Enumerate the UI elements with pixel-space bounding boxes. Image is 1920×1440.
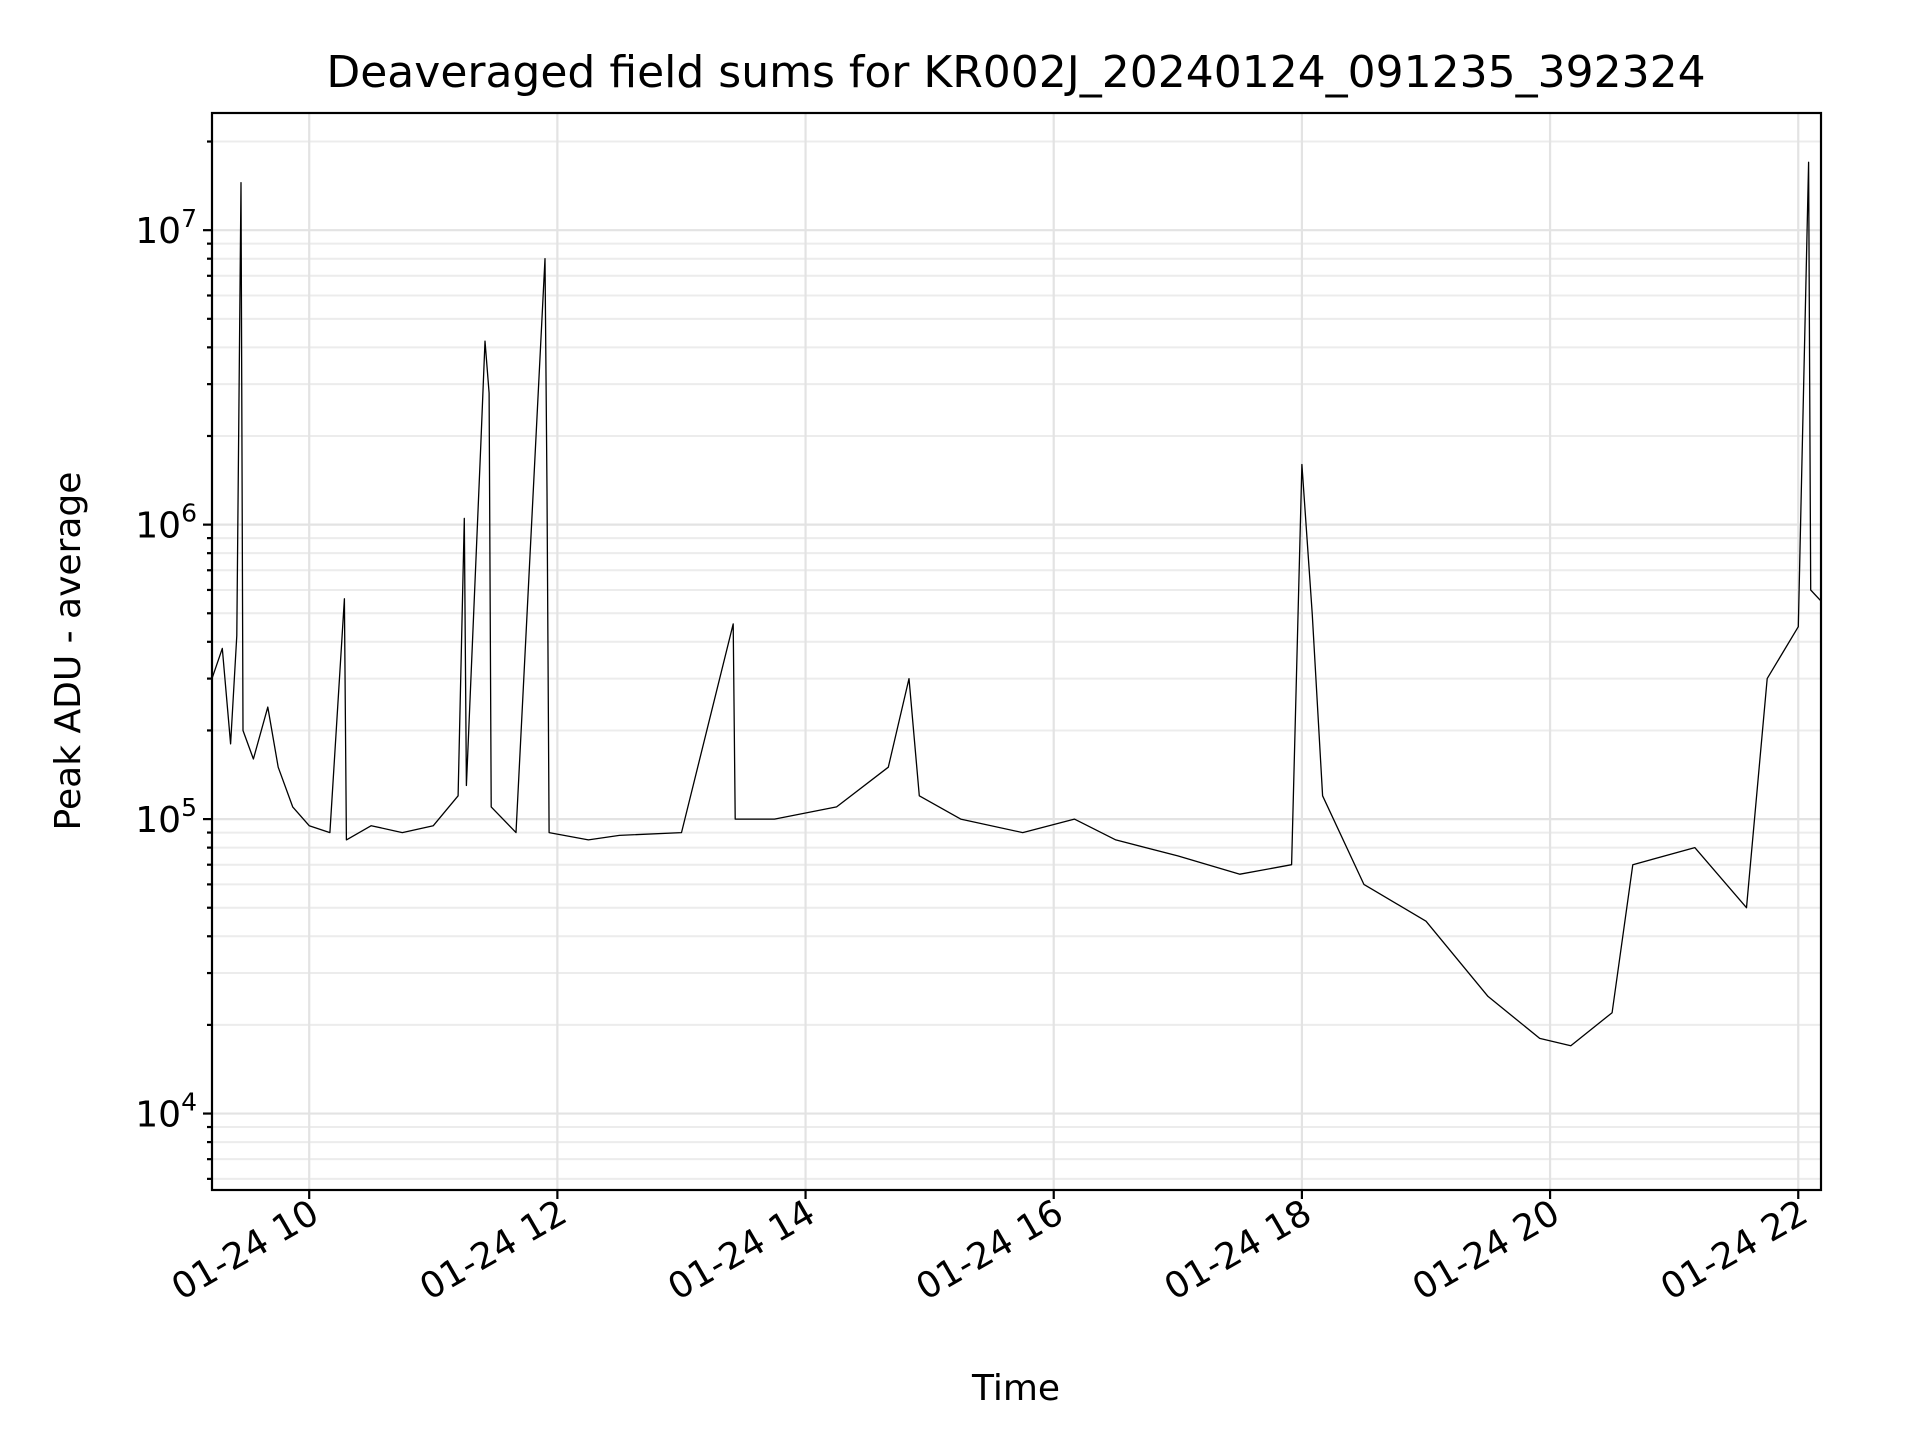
major-grid [212, 113, 1821, 1190]
minor-grid [212, 140, 1821, 1180]
y-tick-exponent: 4 [181, 1088, 197, 1117]
y-tick-base: 10 [135, 211, 181, 252]
axis-ticks [203, 140, 1800, 1199]
plot-frame [210, 111, 1823, 1192]
y-tick-label: 104 [135, 1088, 197, 1136]
y-tick-label: 107 [135, 204, 197, 252]
y-tick-exponent: 6 [181, 499, 197, 528]
y-tick-base: 10 [135, 1095, 181, 1136]
chart-title: Deaveraged field sums for KR002J_2024012… [326, 47, 1705, 98]
y-tick-exponent: 5 [181, 793, 197, 822]
x-axis-label: Time [971, 1368, 1060, 1409]
y-tick-label: 106 [135, 499, 197, 547]
y-tick-exponent: 7 [181, 204, 197, 233]
y-tick-base: 10 [135, 506, 181, 547]
y-tick-label: 105 [135, 793, 197, 841]
series-line [211, 161, 1822, 1047]
y-tick-base: 10 [135, 800, 181, 841]
y-axis-label: Peak ADU - average [48, 472, 89, 831]
